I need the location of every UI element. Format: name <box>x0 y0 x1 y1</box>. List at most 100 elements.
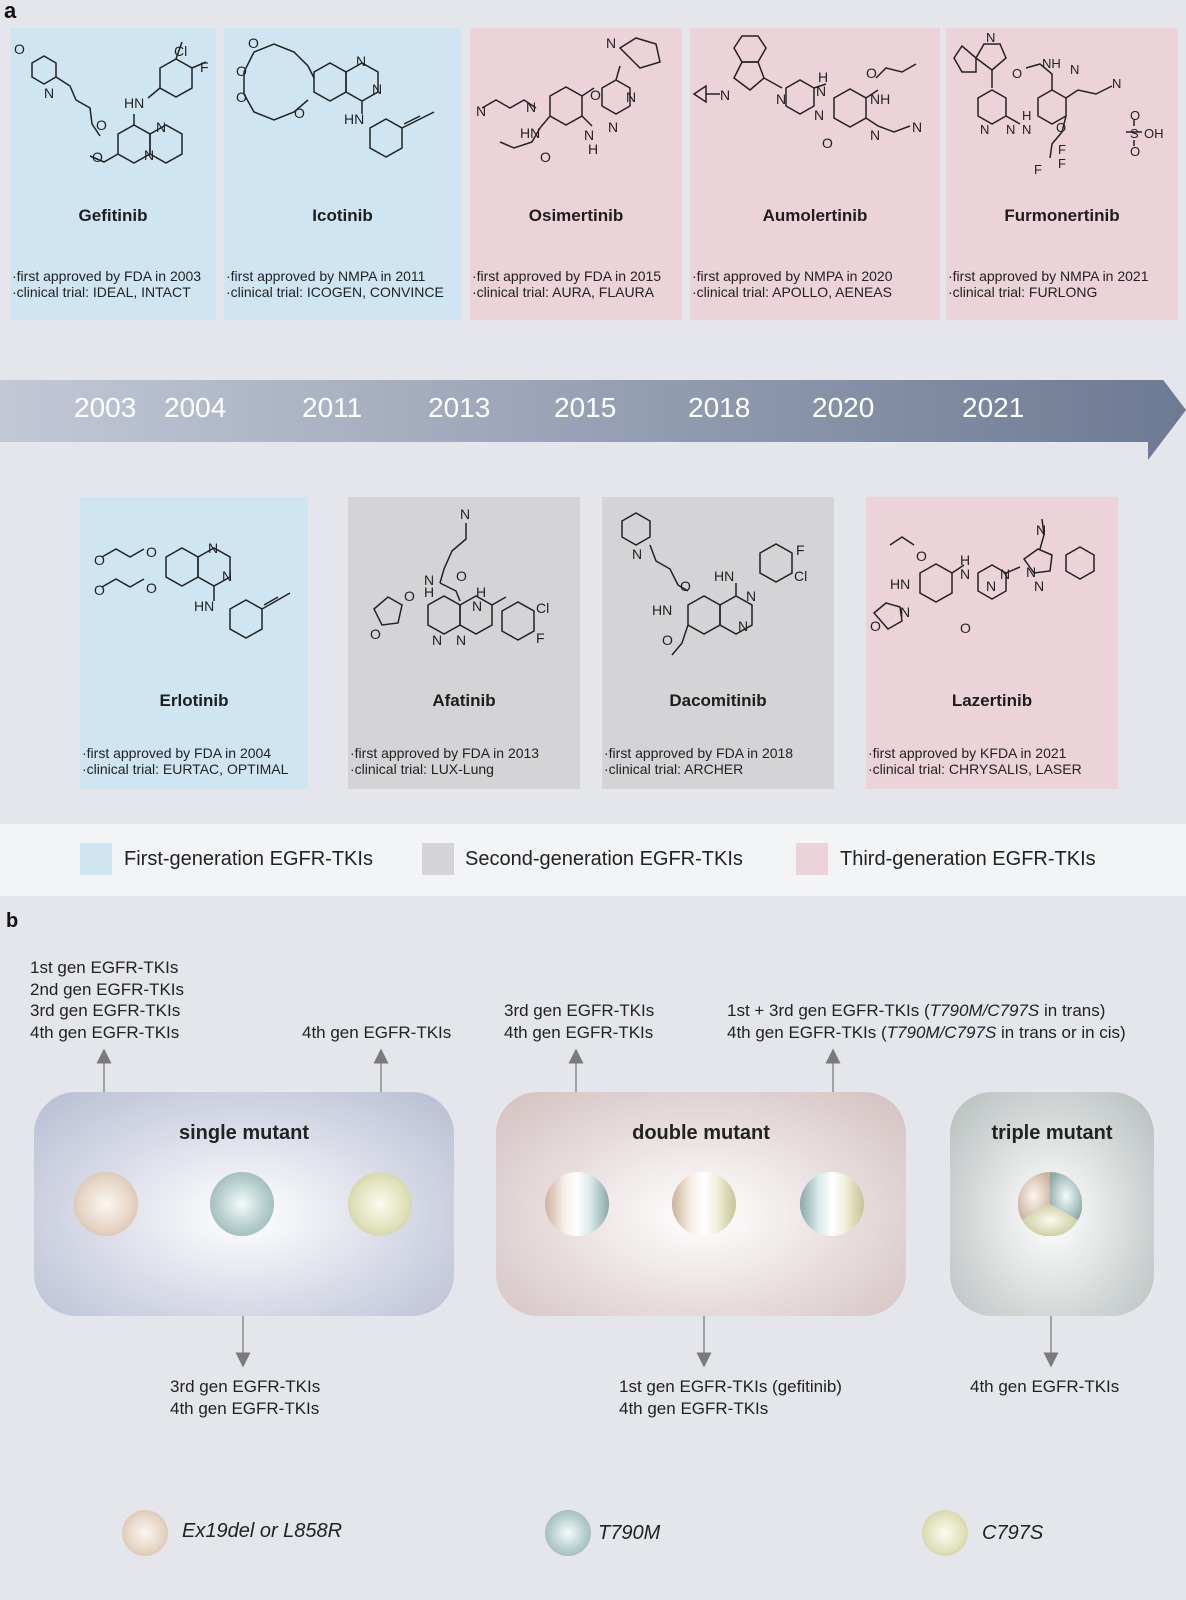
afatinib-structure: N N H O O O N N H N Cl F <box>370 506 549 648</box>
atom-label: N <box>372 81 382 97</box>
atom-label: N <box>1070 62 1079 77</box>
atom-label: N <box>1000 566 1010 582</box>
atom-label: N <box>746 588 756 604</box>
atom-label: N <box>208 540 218 556</box>
clinical-trial-info: ·clinical trial: FURLONG <box>948 284 1098 300</box>
single-down-label: 3rd gen EGFR-TKIs 4th gen EGFR-TKIs <box>170 1376 320 1419</box>
atom-label: O <box>94 552 105 568</box>
atom-label: O <box>146 544 157 560</box>
atom-label: N <box>626 89 636 105</box>
atom-label: O <box>870 618 881 634</box>
atom-label: N <box>460 506 470 522</box>
drug-card-icotinib: O O O O N N HN Icotinib ·first approved … <box>224 28 461 320</box>
label-line: 4th gen EGFR-TKIs <box>30 1022 180 1042</box>
atom-label: F <box>536 630 545 646</box>
legend-ex19del-sphere <box>122 1510 168 1556</box>
legend-t790m-sphere <box>545 1510 591 1556</box>
atom-label: N <box>776 91 786 107</box>
approval-info: ·first approved by FDA in 2013 <box>350 745 540 761</box>
atom-label: O <box>822 135 833 151</box>
drug-card-erlotinib: O O O O N N HN Erlotinib ·first approved… <box>80 497 308 789</box>
label-part: 1st + 3rd gen EGFR-TKIs ( <box>727 1001 930 1020</box>
year-label: 2018 <box>688 392 751 423</box>
drug-card-osimertinib: N O N N N N HN N H O Osimertinib ·first … <box>470 28 682 320</box>
double-sphere-t790m-c797s <box>800 1172 864 1236</box>
atom-label: O <box>94 582 105 598</box>
label-line: 3rd gen EGFR-TKIs <box>504 1001 655 1020</box>
atom-label: NH <box>1042 56 1061 71</box>
drug-name: Aumolertinib <box>762 206 868 225</box>
label-line: 3rd gen EGFR-TKIs <box>170 1377 321 1396</box>
atom-label: O <box>866 65 877 81</box>
atom-label: N <box>606 35 616 51</box>
clinical-trial-info: ·clinical trial: APOLLO, AENEAS <box>692 284 892 300</box>
atom-label: N <box>816 83 826 99</box>
legend-label: First-generation EGFR-TKIs <box>124 848 373 870</box>
atom-label: O <box>1012 66 1022 81</box>
legend-label: C797S <box>982 1522 1044 1544</box>
atom-label: O <box>960 620 971 636</box>
atom-label: H <box>818 69 828 85</box>
atom-label: O <box>404 588 415 604</box>
label-part: in trans) <box>1039 1001 1106 1020</box>
clinical-trial-info: ·clinical trial: ICOGEN, CONVINCE <box>226 284 444 300</box>
single-up-left-label: 1st gen EGFR-TKIs 2nd gen EGFR-TKIs 3rd … <box>30 957 184 1043</box>
atom-label: HN <box>194 598 214 614</box>
atom-label: N <box>720 87 730 103</box>
atom-label: N <box>632 546 642 562</box>
clinical-trial-info: ·clinical trial: LUX-Lung <box>350 761 494 777</box>
legend-label: T790M <box>598 1522 661 1544</box>
atom-label: N <box>1036 522 1046 538</box>
atom-label: N <box>986 30 995 45</box>
atom-label: HN <box>124 95 144 111</box>
ex19del-l858r-sphere <box>74 1172 138 1236</box>
atom-label: N <box>472 598 482 614</box>
atom-label: N <box>814 107 824 123</box>
atom-label: HN <box>344 111 364 127</box>
label-line: 2nd gen EGFR-TKIs <box>30 979 185 999</box>
approval-info: ·first approved by FDA in 2003 <box>12 268 202 284</box>
double-down-label: 1st gen EGFR-TKIs (gefitinib) 4th gen EG… <box>619 1376 842 1419</box>
atom-label: O <box>680 578 691 594</box>
atom-label: N <box>424 572 434 588</box>
atom-label: N <box>1034 578 1044 594</box>
double-up-right-label: 1st + 3rd gen EGFR-TKIs (T790M/C797S in … <box>727 1000 1126 1043</box>
atom-label: Cl <box>536 600 549 616</box>
atom-label: HN <box>890 576 910 592</box>
atom-label: F <box>1034 162 1042 177</box>
atom-label: F <box>200 59 209 75</box>
atom-label: N <box>44 85 54 101</box>
clinical-trial-info: ·clinical trial: IDEAL, INTACT <box>12 284 191 300</box>
year-label: 2011 <box>302 392 363 423</box>
drug-name: Gefitinib <box>78 206 148 225</box>
box-title: single mutant <box>178 1122 309 1144</box>
label-line: 1st gen EGFR-TKIs (gefitinib) <box>619 1377 842 1396</box>
atom-label: N <box>960 566 970 582</box>
label-part: 4th gen EGFR-TKIs ( <box>727 1022 887 1042</box>
clinical-trial-info: ·clinical trial: AURA, FLAURA <box>472 284 655 300</box>
atom-label: F <box>796 542 805 558</box>
drug-name: Erlotinib <box>159 691 229 710</box>
atom-label: N <box>476 103 486 119</box>
atom-label: O <box>14 41 25 57</box>
atom-label: O <box>662 632 673 648</box>
atom-label: O <box>590 87 601 103</box>
panel-b-letter: b <box>6 910 19 932</box>
atom-label: NH <box>870 91 890 107</box>
atom-label: F <box>1058 142 1066 157</box>
atom-label: O <box>916 548 927 564</box>
atom-label: O <box>1130 144 1140 159</box>
atom-label: N <box>608 119 618 135</box>
atom-label: N <box>456 632 466 648</box>
double-up-left-label: 3rd gen EGFR-TKIs 4th gen EGFR-TKIs <box>504 1000 654 1043</box>
atom-label: O <box>146 580 157 596</box>
approval-info: ·first approved by NMPA in 2011 <box>226 268 426 284</box>
year-label: 2015 <box>554 392 617 423</box>
double-sphere-ex19-c797s <box>672 1172 736 1236</box>
legend-swatch-second <box>422 843 454 875</box>
approval-info: ·first approved by NMPA in 2020 <box>692 268 893 284</box>
drug-name: Afatinib <box>432 691 496 710</box>
atom-label: O <box>96 117 107 133</box>
osimertinib-structure: N O N N N N HN N H O <box>476 35 661 165</box>
atom-label: F <box>1058 156 1066 171</box>
